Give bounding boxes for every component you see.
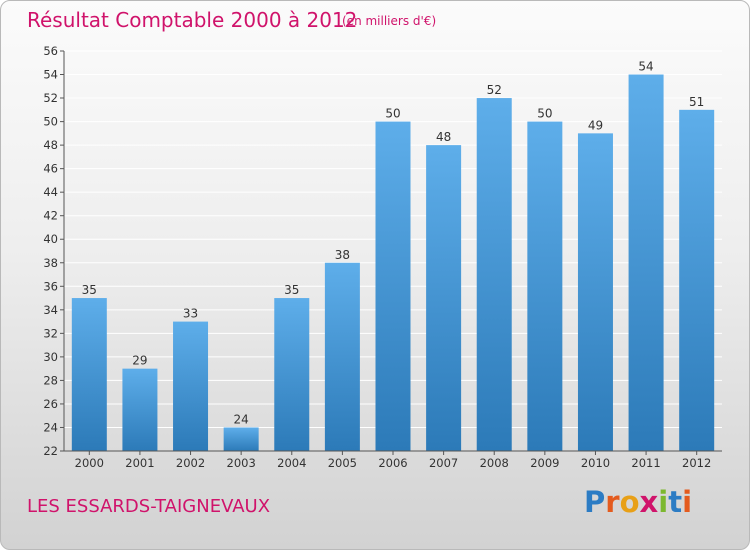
x-tick-label: 2012 bbox=[682, 456, 711, 470]
y-tick-label: 34 bbox=[43, 303, 58, 317]
y-tick-label: 22 bbox=[43, 444, 58, 458]
logo-letter: x bbox=[639, 485, 659, 519]
town-name: LES ESSARDS-TAIGNEVAUX bbox=[27, 496, 271, 517]
x-tick-label: 2006 bbox=[378, 456, 407, 470]
bar-2011 bbox=[628, 74, 664, 451]
y-tick-label: 42 bbox=[43, 209, 58, 223]
labels: 22 24 26 28 30 32 34 36 38 40 42 44 46 48 50 52 54 56 35 20… bbox=[43, 44, 711, 470]
bar-2008 bbox=[476, 98, 512, 451]
value-label: 24 bbox=[234, 412, 249, 426]
x-tick-label: 2005 bbox=[328, 456, 357, 470]
value-label: 51 bbox=[689, 95, 704, 109]
bar-2002 bbox=[173, 321, 209, 451]
bar-2012 bbox=[679, 109, 715, 451]
bar-2000 bbox=[71, 298, 107, 451]
value-label: 54 bbox=[638, 60, 653, 74]
value-label: 29 bbox=[132, 354, 147, 368]
value-label: 35 bbox=[284, 283, 299, 297]
proxiti-logo[interactable]: Proxiti bbox=[584, 485, 692, 519]
y-tick-label: 44 bbox=[43, 185, 58, 199]
y-tick-label: 48 bbox=[43, 138, 58, 152]
logo-letter: i bbox=[682, 485, 693, 519]
value-label: 35 bbox=[82, 283, 97, 297]
x-tick-label: 2002 bbox=[176, 456, 205, 470]
bar-2004 bbox=[274, 298, 310, 451]
logo-letter: P bbox=[584, 485, 606, 519]
y-tick-label: 38 bbox=[43, 256, 58, 270]
x-tick-label: 2000 bbox=[75, 456, 104, 470]
y-tick-label: 28 bbox=[43, 373, 58, 387]
value-label: 49 bbox=[588, 118, 603, 132]
bar-2005 bbox=[324, 262, 360, 451]
value-label: 50 bbox=[537, 107, 552, 121]
value-label: 33 bbox=[183, 307, 198, 321]
y-tick-label: 26 bbox=[43, 397, 58, 411]
x-tick-label: 2007 bbox=[429, 456, 458, 470]
x-tick-label: 2003 bbox=[227, 456, 256, 470]
x-tick-label: 2011 bbox=[631, 456, 660, 470]
x-tick-label: 2010 bbox=[581, 456, 610, 470]
x-tick-label: 2001 bbox=[125, 456, 154, 470]
logo-letter: r bbox=[605, 485, 620, 519]
bars bbox=[71, 74, 715, 452]
value-label: 50 bbox=[385, 107, 400, 121]
chart-title: Résultat Comptable 2000 à 2012 bbox=[27, 8, 358, 32]
logo-letter: o bbox=[619, 485, 640, 519]
axes bbox=[60, 50, 722, 455]
y-tick-label: 46 bbox=[43, 162, 58, 176]
bar-2007 bbox=[426, 145, 462, 451]
bar-2009 bbox=[527, 121, 563, 452]
x-tick-label: 2008 bbox=[480, 456, 509, 470]
y-tick-label: 56 bbox=[43, 44, 58, 58]
y-tick-label: 32 bbox=[43, 326, 58, 340]
bar-2010 bbox=[577, 133, 613, 451]
y-tick-label: 50 bbox=[43, 115, 58, 129]
y-tick-label: 54 bbox=[43, 68, 58, 82]
x-tick-label: 2009 bbox=[530, 456, 559, 470]
bar-2003 bbox=[223, 427, 259, 451]
bar-2006 bbox=[375, 121, 411, 452]
y-tick-label: 36 bbox=[43, 279, 58, 293]
chart-subtitle: (en milliers d'€) bbox=[342, 14, 437, 28]
value-label: 52 bbox=[487, 83, 502, 97]
y-tick-label: 24 bbox=[43, 420, 58, 434]
logo-letter: t bbox=[668, 485, 683, 519]
y-tick-label: 30 bbox=[43, 350, 58, 364]
value-label: 38 bbox=[335, 248, 350, 262]
bar-2001 bbox=[122, 368, 158, 451]
y-tick-label: 40 bbox=[43, 232, 58, 246]
value-label: 48 bbox=[436, 130, 451, 144]
y-tick-label: 52 bbox=[43, 91, 58, 105]
x-tick-label: 2004 bbox=[277, 456, 306, 470]
logo-letter: i bbox=[658, 485, 669, 519]
